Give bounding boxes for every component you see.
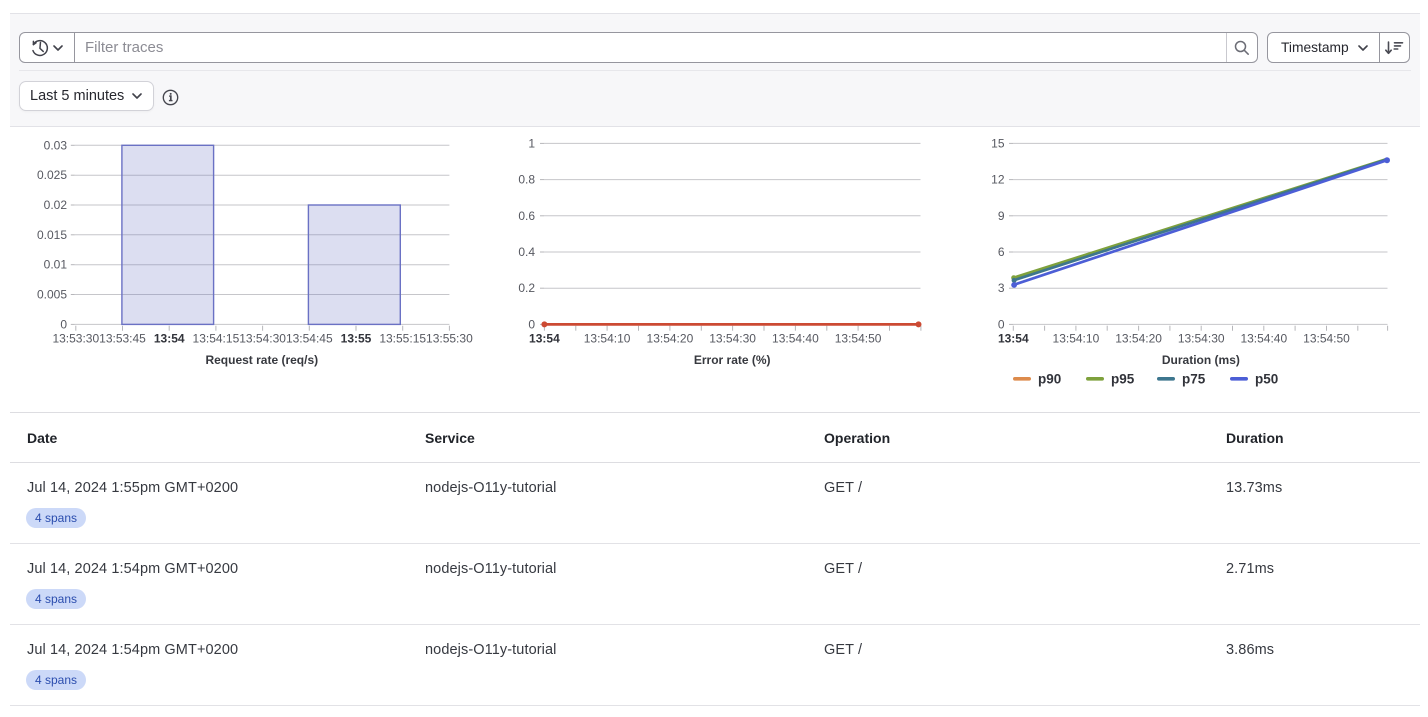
svg-text:13:53:45: 13:53:45 (99, 331, 146, 345)
svg-text:1: 1 (528, 136, 535, 150)
svg-text:13:55:15: 13:55:15 (379, 331, 426, 345)
svg-text:13:54:30: 13:54:30 (239, 331, 286, 345)
svg-text:Request rate (req/s): Request rate (req/s) (205, 353, 318, 367)
svg-text:Duration (ms): Duration (ms) (1162, 353, 1240, 367)
svg-text:13:54:10: 13:54:10 (1053, 331, 1100, 345)
svg-text:0.6: 0.6 (518, 209, 535, 223)
svg-text:13:53:30: 13:53:30 (52, 331, 99, 345)
svg-text:0.005: 0.005 (37, 288, 67, 302)
svg-text:13:54:50: 13:54:50 (835, 331, 882, 345)
svg-text:0.01: 0.01 (44, 258, 68, 272)
svg-text:13:54:30: 13:54:30 (709, 331, 756, 345)
svg-text:0.02: 0.02 (44, 198, 68, 212)
svg-text:13:55:30: 13:55:30 (426, 331, 473, 345)
svg-text:13:54: 13:54 (154, 331, 185, 345)
svg-text:13:54:20: 13:54:20 (647, 331, 694, 345)
svg-text:9: 9 (998, 209, 1005, 223)
svg-text:3: 3 (998, 281, 1005, 295)
svg-text:0.015: 0.015 (37, 228, 67, 242)
svg-text:0.025: 0.025 (37, 168, 67, 182)
svg-text:0.4: 0.4 (518, 245, 535, 259)
svg-text:0: 0 (528, 317, 535, 331)
svg-text:13:54:30: 13:54:30 (1178, 331, 1225, 345)
svg-text:13:54:10: 13:54:10 (584, 331, 631, 345)
svg-text:0.2: 0.2 (518, 281, 535, 295)
svg-text:13:54:40: 13:54:40 (1240, 331, 1287, 345)
svg-text:0.8: 0.8 (518, 173, 535, 187)
svg-text:0: 0 (60, 317, 67, 331)
svg-text:13:55: 13:55 (341, 331, 372, 345)
svg-text:0.03: 0.03 (44, 138, 68, 152)
svg-text:13:54:45: 13:54:45 (286, 331, 333, 345)
svg-text:13:54:20: 13:54:20 (1115, 331, 1162, 345)
svg-text:p50: p50 (1255, 372, 1278, 387)
svg-text:p95: p95 (1111, 372, 1135, 387)
svg-text:13:54:15: 13:54:15 (193, 331, 240, 345)
svg-text:12: 12 (991, 173, 1005, 187)
svg-text:13:54:40: 13:54:40 (772, 331, 819, 345)
svg-text:13:54: 13:54 (529, 331, 560, 345)
svg-text:15: 15 (991, 136, 1005, 150)
svg-text:p90: p90 (1038, 372, 1061, 387)
svg-text:6: 6 (998, 245, 1005, 259)
svg-text:13:54: 13:54 (998, 331, 1029, 345)
svg-text:0: 0 (998, 317, 1005, 331)
svg-text:13:54:50: 13:54:50 (1303, 331, 1350, 345)
svg-text:p75: p75 (1182, 372, 1206, 387)
svg-text:Error rate (%): Error rate (%) (694, 353, 771, 367)
